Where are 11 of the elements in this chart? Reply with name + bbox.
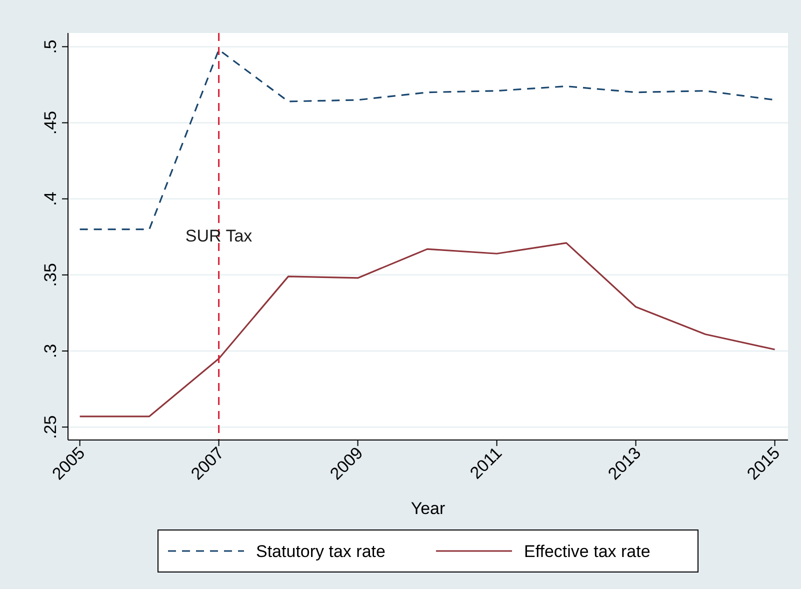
- ref-line-label: SUR Tax: [185, 226, 253, 246]
- y-tick-label: .5: [41, 40, 60, 54]
- legend-label: Effective tax rate: [524, 542, 650, 561]
- line-series: [79, 242, 776, 418]
- y-tick-label: .35: [41, 263, 60, 287]
- y-tick-label: .3: [41, 344, 60, 358]
- y-tick-label: .4: [41, 192, 60, 206]
- x-axis-title: Year: [410, 499, 446, 518]
- legend-label: Statutory tax rate: [256, 542, 386, 561]
- y-tick-label: .25: [41, 415, 60, 439]
- y-tick-label: .45: [41, 110, 60, 135]
